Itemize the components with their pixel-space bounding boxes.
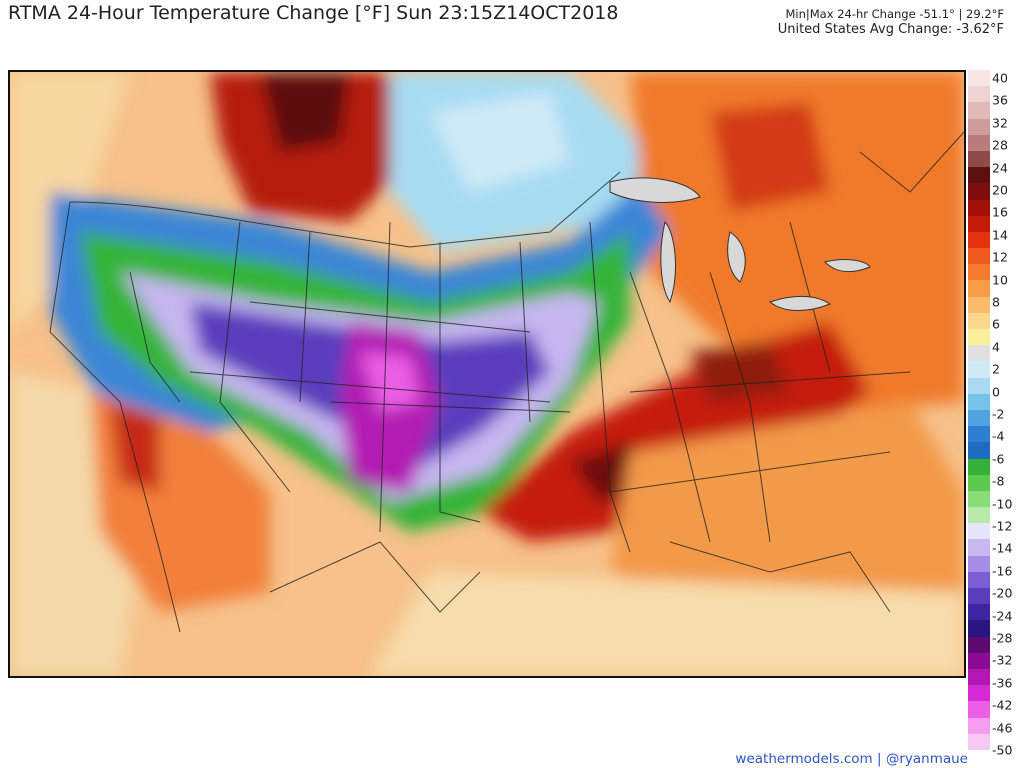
colorbar-label: -2 — [992, 406, 1005, 422]
avg-change-text: United States Avg Change: -3.62°F — [777, 22, 1004, 37]
colorbar-swatch — [968, 620, 990, 637]
colorbar-swatch — [968, 458, 990, 475]
colorbar-swatch — [968, 329, 990, 346]
colorbar-swatch — [968, 442, 990, 459]
colorbar-swatch — [968, 685, 990, 702]
colorbar-swatch — [968, 199, 990, 216]
colorbar-swatch — [968, 636, 990, 653]
colorbar-swatch — [968, 409, 990, 427]
colorbar-label: 12 — [992, 249, 1008, 265]
lake-superior — [609, 177, 701, 203]
southeast-warm-region — [610, 402, 964, 632]
credit-text: weathermodels.com | @ryanmaue — [735, 751, 968, 767]
colorbar-swatch — [968, 70, 990, 87]
colorbar-label: 20 — [992, 182, 1008, 198]
colorbar-swatch — [968, 652, 990, 669]
northeast-warm-region — [630, 72, 964, 412]
colorbar-labels: 40 36 32 28 24 20 16 14 12 10 8 6 4 2 0 -2 -4 -6 -8 -10 -12-… — [992, 70, 1024, 758]
stats-panel: Min|Max 24-hr Change -51.1° | 29.2°F Uni… — [778, 6, 1004, 38]
colorbar-swatch — [968, 539, 990, 556]
colorbar-swatch — [968, 231, 990, 249]
colorbar-label: -4 — [992, 428, 1005, 444]
colorbar-label: -32 — [992, 652, 1013, 668]
colorbar-label: -16 — [992, 563, 1013, 579]
colorbar-swatch — [968, 604, 990, 621]
colorbar-label: -42 — [992, 697, 1013, 713]
map-canvas — [10, 72, 964, 676]
colorbar-label: 28 — [992, 137, 1008, 153]
tennessee-hot-core — [690, 342, 790, 402]
colorbar-swatch — [968, 150, 990, 168]
colorbar-swatch — [968, 507, 990, 524]
colorbar-label: -14 — [992, 540, 1013, 556]
dakota-light-cool — [430, 92, 570, 192]
colorbar-swatch — [968, 264, 990, 281]
temperature-change-map — [8, 70, 966, 678]
colorbar-label: 14 — [992, 227, 1008, 243]
colorbar-swatch — [968, 361, 990, 378]
montana-hot-core — [260, 72, 350, 152]
minmax-text: Min|Max 24-hr Change -51.1° | 29.2°F — [785, 7, 1004, 21]
colorbar-swatch — [968, 571, 990, 588]
colorbar-label: -8 — [992, 473, 1005, 489]
colorbar-label: -36 — [992, 675, 1013, 691]
colorbar-label: 8 — [992, 294, 1000, 310]
colorbar-swatch — [968, 248, 990, 265]
colorbar-swatch — [968, 377, 990, 394]
map-title: RTMA 24-Hour Temperature Change [°F] Sun… — [8, 2, 619, 24]
colorbar-label: 6 — [992, 316, 1000, 332]
colorbar-label: 32 — [992, 115, 1008, 131]
colorado-pink-core — [360, 352, 420, 412]
lake-erie — [768, 295, 832, 311]
colorbar-swatch — [968, 345, 990, 362]
colorbar-label: -12 — [992, 518, 1013, 534]
great-lakes — [609, 177, 871, 311]
state-boundaries — [49, 131, 964, 633]
colorbar — [968, 70, 990, 750]
ontario-warm-core — [710, 102, 830, 212]
colorbar-swatch — [968, 668, 990, 686]
colorbar-swatch — [968, 474, 990, 491]
colorbar-label: -28 — [992, 630, 1013, 646]
colorbar-swatch — [968, 733, 990, 750]
colorbar-label: 2 — [992, 361, 1000, 377]
colorbar-swatch — [968, 118, 990, 135]
colorbar-label: 0 — [992, 384, 1000, 400]
colorbar-label: 10 — [992, 272, 1008, 288]
colorbar-swatch — [968, 312, 990, 329]
colorbar-swatch — [968, 523, 990, 540]
colorbar-label: -46 — [992, 720, 1013, 736]
nevada-warm-core — [110, 402, 160, 492]
colorbar-swatch — [968, 86, 990, 103]
lake-michigan — [660, 221, 676, 304]
colorbar-label: 40 — [992, 70, 1008, 86]
colorbar-label: -24 — [992, 608, 1013, 624]
colorbar-swatch — [968, 588, 990, 605]
colorbar-swatch — [968, 393, 990, 410]
colorbar-swatch — [968, 134, 990, 151]
colorbar-label: 24 — [992, 160, 1008, 176]
colorbar-swatch — [968, 167, 990, 184]
colorbar-label: -50 — [992, 742, 1013, 758]
colorbar-label: 4 — [992, 339, 1000, 355]
lake-ontario — [824, 259, 871, 273]
gulf-pale-region — [370, 572, 964, 676]
colorbar-label: -20 — [992, 585, 1013, 601]
colorbar-swatch — [968, 717, 990, 734]
colorbar-swatch — [968, 490, 990, 508]
colorbar-label: -10 — [992, 496, 1013, 512]
colorbar-swatch — [968, 183, 990, 200]
lake-huron — [727, 231, 746, 283]
colorbar-swatch — [968, 280, 990, 297]
colorbar-label: -6 — [992, 451, 1005, 467]
colorbar-swatch — [968, 296, 990, 313]
colorbar-swatch — [968, 426, 990, 443]
colorbar-swatch — [968, 102, 990, 119]
colorbar-swatch — [968, 701, 990, 718]
colorbar-swatch — [968, 555, 990, 572]
colorbar-label: 16 — [992, 204, 1008, 220]
colorbar-swatch — [968, 215, 990, 232]
colorbar-label: 36 — [992, 92, 1008, 108]
